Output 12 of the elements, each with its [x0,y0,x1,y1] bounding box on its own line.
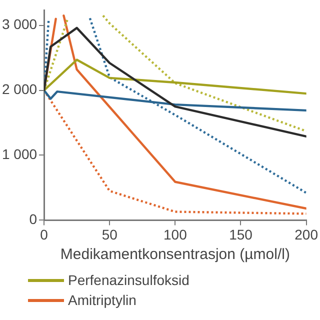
x-tick-label: 0 [40,226,48,242]
x-tick-label: 100 [164,226,188,242]
y-tick-label: 2 000 [2,81,38,98]
legend-label: Amitriptylin [68,292,136,308]
y-tick-label: 0 [29,211,38,228]
y-tick-label: 1 000 [2,146,38,162]
x-tick-label: 200 [294,226,318,242]
x-tick-label: 50 [102,226,118,242]
legend-label: Perfenazinsulfoksid [68,272,190,288]
x-tick-label: 150 [229,226,253,242]
y-tick-label: 3 000 [2,16,38,32]
x-axis-title: Medikamentkonsentrasjon (µmol/l) [60,246,290,264]
